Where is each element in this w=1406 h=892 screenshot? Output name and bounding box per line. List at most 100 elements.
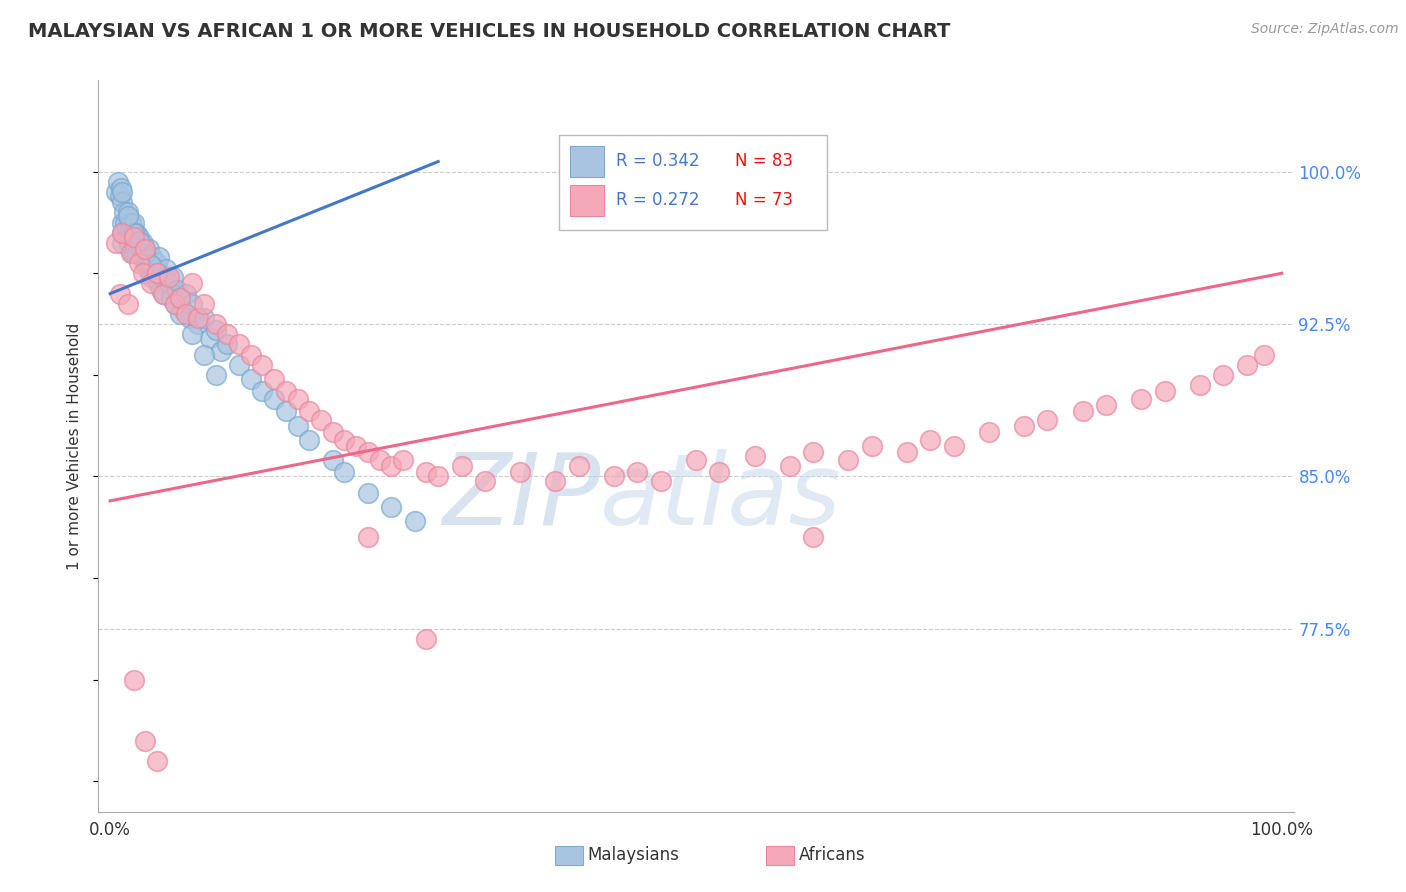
Point bbox=[1236, 358, 1258, 372]
Point bbox=[779, 459, 801, 474]
Point bbox=[181, 297, 204, 311]
Point bbox=[132, 235, 155, 250]
Point bbox=[135, 250, 157, 264]
Point bbox=[1188, 378, 1211, 392]
Point bbox=[287, 392, 309, 407]
Point bbox=[107, 175, 129, 189]
Point bbox=[124, 235, 146, 250]
Point bbox=[121, 246, 143, 260]
Point bbox=[896, 445, 918, 459]
Point bbox=[298, 404, 321, 418]
Point bbox=[181, 327, 204, 342]
Point bbox=[105, 185, 128, 199]
Point bbox=[111, 235, 134, 250]
Point bbox=[287, 418, 309, 433]
Point bbox=[157, 277, 180, 291]
Text: atlas: atlas bbox=[600, 449, 842, 546]
Point bbox=[685, 453, 707, 467]
Point bbox=[146, 266, 169, 280]
Point bbox=[125, 226, 148, 240]
Point bbox=[650, 474, 672, 488]
Point bbox=[357, 445, 380, 459]
Text: R = 0.342: R = 0.342 bbox=[616, 153, 699, 170]
Point bbox=[228, 337, 250, 351]
Point bbox=[239, 347, 262, 362]
Point bbox=[1212, 368, 1234, 382]
Point bbox=[169, 291, 191, 305]
Point bbox=[134, 733, 156, 747]
Point bbox=[744, 449, 766, 463]
Point bbox=[138, 242, 160, 256]
Text: N = 73: N = 73 bbox=[735, 191, 793, 210]
Point bbox=[129, 242, 152, 256]
Point bbox=[163, 297, 186, 311]
Point bbox=[626, 466, 648, 480]
Point bbox=[169, 307, 191, 321]
Point bbox=[204, 368, 226, 382]
Point bbox=[117, 229, 139, 244]
Point bbox=[380, 500, 402, 514]
Point bbox=[122, 215, 145, 229]
Point bbox=[179, 311, 201, 326]
Point bbox=[193, 347, 215, 362]
Point bbox=[128, 256, 150, 270]
Point bbox=[111, 195, 134, 210]
Text: Malaysians: Malaysians bbox=[588, 847, 679, 864]
Point bbox=[1012, 418, 1035, 433]
Point bbox=[122, 246, 145, 260]
Point bbox=[110, 181, 132, 195]
Point bbox=[163, 297, 186, 311]
Text: ZIP: ZIP bbox=[441, 449, 600, 546]
Point bbox=[942, 439, 965, 453]
Point bbox=[153, 286, 176, 301]
Point bbox=[134, 256, 156, 270]
Point bbox=[146, 266, 169, 280]
Point bbox=[217, 327, 239, 342]
Point bbox=[450, 459, 472, 474]
Point bbox=[211, 343, 233, 358]
FancyBboxPatch shape bbox=[571, 185, 605, 216]
Point bbox=[181, 277, 204, 291]
Point bbox=[108, 189, 131, 203]
Point bbox=[368, 453, 391, 467]
Point bbox=[1095, 398, 1118, 412]
Point bbox=[111, 215, 134, 229]
Point bbox=[357, 531, 380, 545]
Point bbox=[155, 262, 177, 277]
Point bbox=[509, 466, 531, 480]
Point bbox=[122, 226, 145, 240]
Text: Africans: Africans bbox=[799, 847, 865, 864]
Point bbox=[193, 311, 215, 326]
Point bbox=[427, 469, 450, 483]
Point bbox=[162, 270, 184, 285]
Point bbox=[837, 453, 859, 467]
Point bbox=[309, 412, 332, 426]
Point bbox=[111, 185, 134, 199]
Point bbox=[568, 459, 591, 474]
FancyBboxPatch shape bbox=[558, 135, 827, 230]
Point bbox=[1130, 392, 1153, 407]
Point bbox=[115, 221, 138, 235]
Point bbox=[544, 474, 567, 488]
Point bbox=[333, 433, 356, 447]
Point bbox=[157, 270, 180, 285]
Point bbox=[344, 439, 367, 453]
Point bbox=[120, 221, 141, 235]
Point bbox=[1036, 412, 1059, 426]
Point bbox=[122, 673, 145, 687]
Text: R = 0.272: R = 0.272 bbox=[616, 191, 699, 210]
Point bbox=[1153, 384, 1175, 399]
Point bbox=[801, 531, 824, 545]
Point bbox=[152, 286, 174, 301]
Point bbox=[141, 250, 163, 264]
Point bbox=[118, 235, 141, 250]
Point bbox=[132, 266, 155, 280]
Point bbox=[122, 229, 145, 244]
Point bbox=[134, 246, 156, 260]
Point bbox=[322, 453, 344, 467]
Point bbox=[134, 242, 156, 256]
Point bbox=[801, 445, 824, 459]
Point bbox=[239, 372, 262, 386]
Point bbox=[152, 270, 174, 285]
Point bbox=[141, 258, 163, 272]
